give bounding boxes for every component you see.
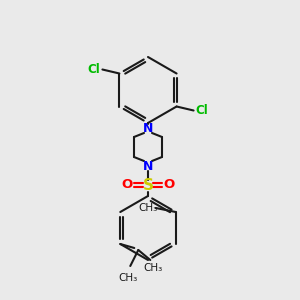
Text: O: O xyxy=(164,178,175,191)
Text: N: N xyxy=(143,122,153,134)
Text: CH₃: CH₃ xyxy=(138,203,157,213)
Text: Cl: Cl xyxy=(196,104,208,117)
Text: CH₃: CH₃ xyxy=(144,263,163,273)
Text: Cl: Cl xyxy=(88,63,100,76)
Text: S: S xyxy=(142,178,154,194)
Text: CH₃: CH₃ xyxy=(119,273,138,283)
Text: N: N xyxy=(143,160,153,172)
Text: O: O xyxy=(122,178,133,191)
